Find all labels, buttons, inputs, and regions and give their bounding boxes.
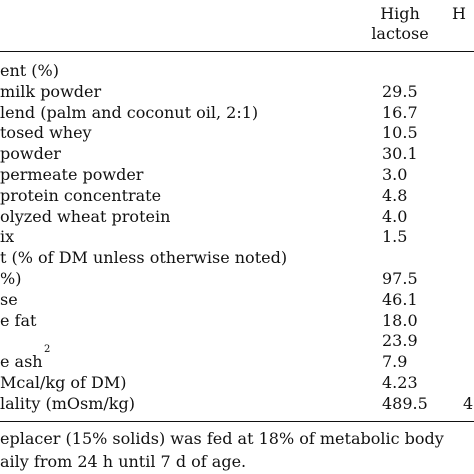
row-value-high-lactose: 4.0 bbox=[382, 206, 408, 226]
row-value-high-lactose: 16.7 bbox=[382, 102, 418, 122]
table-row: lend (palm and coconut oil, 2:1) 16.7 bbox=[0, 102, 474, 123]
row-label: ent (%) bbox=[0, 61, 59, 80]
table-row: 23.9 bbox=[0, 330, 474, 351]
row-value-high-lactose: 10.5 bbox=[382, 123, 418, 143]
header-rule bbox=[0, 51, 474, 52]
row-label: tosed whey bbox=[0, 123, 92, 143]
row-label: se bbox=[0, 289, 18, 309]
row-value-high-lactose: 30.1 bbox=[382, 144, 418, 164]
row-label: Mcal/kg of DM) bbox=[0, 373, 127, 392]
footer-rule bbox=[0, 421, 474, 422]
column-header-line2: lactose bbox=[371, 24, 429, 43]
row-value-high-lactose: 4.23 bbox=[382, 373, 418, 392]
column-header-high-lactose: High lactose bbox=[358, 4, 442, 44]
table-row: t (% of DM unless otherwise noted) bbox=[0, 247, 474, 268]
row-value-high-lactose: 97.5 bbox=[382, 269, 418, 288]
column-header-next: H bbox=[452, 4, 466, 23]
table-row: e ash 2 7.9 bbox=[0, 344, 408, 372]
row-value-next-column: 4 bbox=[463, 393, 474, 413]
table-row: lality (mOsm/kg) 489.5 4 bbox=[0, 393, 474, 414]
table-row: Mcal/kg of DM) 4.23 bbox=[0, 372, 474, 393]
row-label: protein concentrate bbox=[0, 185, 162, 205]
row-label: ix bbox=[0, 227, 15, 247]
footnote-line-2: aily from 24 h until 7 d of age. bbox=[0, 452, 247, 471]
row-label: milk powder bbox=[0, 81, 102, 101]
row-value-high-lactose: 23.9 bbox=[382, 331, 418, 351]
row-label: %) bbox=[0, 269, 22, 288]
footnote-line-1: eplacer (15% solids) was fed at 18% of m… bbox=[0, 429, 444, 448]
table-row: milk powder 29.5 bbox=[0, 81, 474, 102]
table-row: %) 97.5 bbox=[0, 268, 474, 289]
row-value-high-lactose: 18.0 bbox=[382, 310, 418, 330]
row-value-high-lactose: 7.9 bbox=[382, 352, 408, 372]
table-row: tosed whey 10.5 bbox=[0, 122, 474, 143]
table-row: protein concentrate 4.8 bbox=[0, 185, 474, 206]
row-value-high-lactose: 29.5 bbox=[382, 81, 418, 101]
column-header-line1: High bbox=[380, 4, 420, 23]
table-row: olyzed wheat protein 4.0 bbox=[0, 206, 474, 227]
table-row: permeate powder 3.0 bbox=[0, 164, 474, 185]
row-value-high-lactose: 3.0 bbox=[382, 165, 408, 184]
row-label: powder bbox=[0, 144, 61, 164]
row-value-high-lactose: 46.1 bbox=[382, 289, 418, 309]
table-row: se 46.1 bbox=[0, 289, 474, 310]
table-row: ent (%) bbox=[0, 60, 474, 81]
row-label: t (% of DM unless otherwise noted) bbox=[0, 248, 288, 268]
table-row: e fat 18.0 bbox=[0, 310, 474, 331]
row-value-high-lactose: 489.5 bbox=[382, 393, 428, 413]
table-row: ix 1.5 bbox=[0, 226, 474, 247]
row-label: lality (mOsm/kg) bbox=[0, 393, 135, 413]
row-label: e ash bbox=[0, 352, 43, 372]
row-label: olyzed wheat protein bbox=[0, 206, 171, 226]
table-row: powder 30.1 bbox=[0, 143, 474, 164]
row-value-high-lactose: 4.8 bbox=[382, 185, 408, 205]
row-label: e fat bbox=[0, 310, 37, 330]
row-value-high-lactose: 1.5 bbox=[382, 227, 408, 247]
row-label: lend (palm and coconut oil, 2:1) bbox=[0, 102, 259, 122]
row-label: permeate powder bbox=[0, 165, 144, 184]
